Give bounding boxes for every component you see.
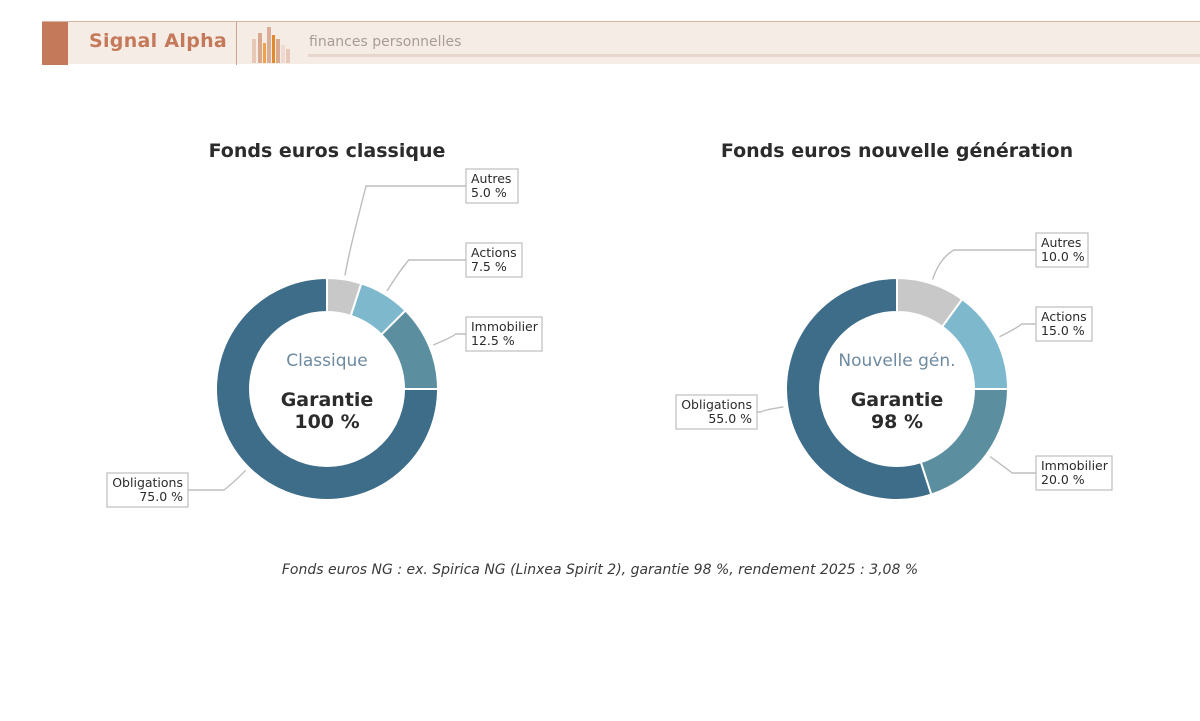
slice-label: Immobilier	[1041, 458, 1109, 473]
slice-label: Obligations	[681, 397, 752, 412]
header-rule	[308, 54, 1200, 57]
leader-line	[344, 185, 466, 276]
donut-chart-nouvelle-generation: Fonds euros nouvelle génération Autres10…	[675, 140, 1113, 501]
leader-line	[999, 323, 1036, 338]
slice-value: 7.5 %	[471, 259, 507, 274]
slice-label-box	[1035, 306, 1093, 342]
center-line2: 100 %	[294, 411, 359, 433]
slice-value: 75.0 %	[139, 489, 183, 504]
leader-line	[931, 249, 1036, 280]
pie-slice-actions[interactable]	[940, 297, 1010, 390]
slice-label: Actions	[1041, 309, 1087, 324]
slice-label-box	[1035, 232, 1089, 268]
center-subtitle: Nouvelle gén.	[838, 351, 955, 371]
slice-label: Autres	[1041, 235, 1081, 250]
slice-value: 20.0 %	[1041, 472, 1085, 487]
brand-name[interactable]: Signal Alpha	[89, 30, 228, 52]
leader-line	[386, 259, 466, 292]
leader-line	[757, 406, 784, 413]
header-banner: Signal Alpha finances personnelles	[42, 21, 1200, 65]
slice-label-box	[1035, 455, 1113, 491]
chart-title: Fonds euros nouvelle génération	[721, 140, 1073, 162]
footnote: Fonds euros NG : ex. Spirica NG (Linxea …	[281, 562, 919, 578]
tagline: finances personnelles	[309, 34, 462, 50]
slice-value: 15.0 %	[1041, 323, 1085, 338]
slice-label: Obligations	[112, 475, 183, 490]
slice-label-box	[465, 242, 523, 278]
header-separator	[236, 22, 237, 65]
center-line2: 98 %	[871, 411, 923, 433]
slice-label-box	[465, 316, 543, 352]
slice-value: 10.0 %	[1041, 249, 1085, 264]
slice-label-box	[106, 472, 189, 508]
slice-value: 5.0 %	[471, 185, 507, 200]
leader-line	[432, 333, 466, 346]
slice-label: Immobilier	[471, 319, 539, 334]
chart-title: Fonds euros classique	[209, 140, 446, 162]
leader-line	[989, 456, 1036, 474]
slice-label-box	[675, 394, 758, 430]
brand-swatch	[42, 22, 68, 65]
slice-value: 12.5 %	[471, 333, 515, 348]
slice-label: Actions	[471, 245, 517, 260]
center-line1: Garantie	[281, 389, 374, 411]
bar-chart-logo-icon	[252, 27, 290, 63]
slice-value: 55.0 %	[708, 411, 752, 426]
center-line1: Garantie	[851, 389, 944, 411]
center-subtitle: Classique	[286, 351, 367, 371]
pie-slice-obligations[interactable]	[785, 276, 933, 501]
slice-label: Autres	[471, 171, 511, 186]
slice-label-box	[465, 168, 519, 204]
leader-line	[188, 469, 247, 491]
pie-slice-obligations[interactable]	[215, 276, 440, 501]
